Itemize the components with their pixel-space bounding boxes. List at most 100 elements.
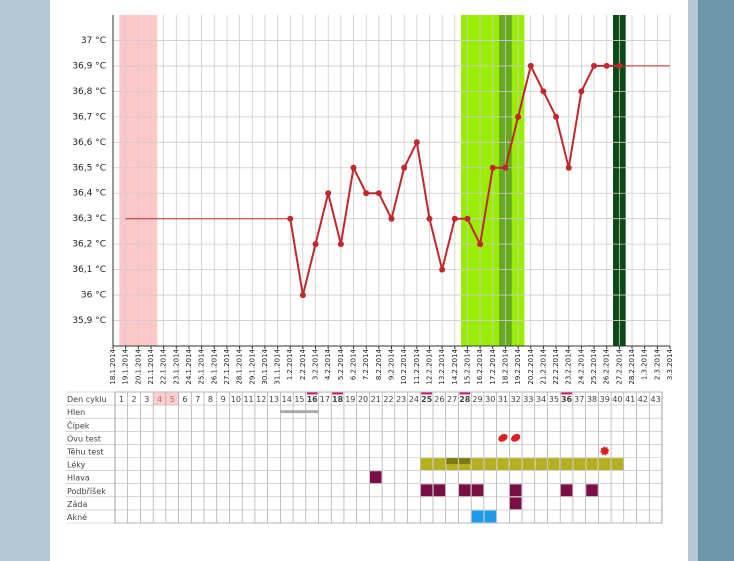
symptom-cell	[471, 484, 484, 497]
day-number: 17	[320, 395, 330, 404]
day-marker	[561, 392, 572, 395]
day-number: 35	[549, 395, 559, 404]
symptom-cell	[433, 458, 446, 470]
symptom-cell	[509, 484, 522, 497]
x-tick-label: 3.3.2014	[666, 348, 674, 380]
day-number: 20	[358, 395, 368, 404]
temperature-point	[426, 215, 433, 222]
temperature-point	[401, 164, 408, 171]
row-label: Ovu test	[67, 434, 101, 443]
row-label: Hlava	[67, 474, 90, 483]
day-number: 37	[574, 395, 584, 404]
x-tick-label: 11.2.2014	[413, 348, 421, 384]
day-number: 12	[256, 395, 266, 404]
x-tick-label: 3.2.2014	[312, 348, 320, 380]
day-marker	[332, 392, 343, 395]
day-number: 15	[294, 395, 304, 404]
x-tick-label: 4.2.2014	[324, 348, 332, 380]
symptom-cell	[522, 458, 535, 470]
temperature-point	[299, 292, 306, 299]
temperature-point	[439, 266, 446, 273]
x-tick-label: 27.2.2014	[615, 348, 623, 384]
row-label: Hlen	[67, 408, 85, 417]
x-tick-label: 23.1.2014	[172, 348, 180, 384]
day-number: 23	[396, 395, 406, 404]
x-tick-label: 31.1.2014	[274, 348, 282, 384]
day-marker	[306, 392, 318, 395]
symptom-cell	[420, 458, 433, 470]
day-number: 13	[269, 395, 279, 404]
day-number: 1	[119, 395, 124, 404]
temperature-point	[527, 62, 534, 69]
day-number: 8	[208, 395, 213, 404]
temperature-point	[477, 241, 484, 248]
day-number: 7	[195, 395, 200, 404]
test-icon	[498, 433, 508, 442]
y-tick-label: 36,5 °C	[72, 163, 106, 173]
y-tick-label: 36 °C	[81, 291, 106, 301]
day-number: 40	[612, 395, 622, 404]
x-tick-label: 7.2.2014	[362, 348, 370, 380]
x-tick-label: 25.1.2014	[198, 348, 206, 384]
x-tick-label: 23.2.2014	[565, 348, 573, 384]
temperature-point	[312, 241, 319, 248]
temperature-point	[502, 164, 509, 171]
x-tick-label: 20.2.2014	[527, 348, 535, 384]
day-number: 9	[221, 395, 226, 404]
symptom-cell	[598, 458, 611, 470]
day-number: 30	[485, 395, 495, 404]
day-number: 41	[625, 395, 635, 404]
day-number: 22	[383, 395, 393, 404]
temperature-point	[565, 164, 572, 171]
y-tick-label: 36,1 °C	[72, 265, 106, 275]
x-tick-label: 27.1.2014	[223, 348, 231, 384]
test-icon	[599, 445, 610, 457]
temperature-point	[578, 88, 585, 95]
symptom-cell	[509, 458, 522, 470]
day-number: 26	[434, 395, 444, 404]
x-tick-label: 15.2.2014	[463, 348, 471, 384]
day-highlight	[153, 392, 166, 406]
day-number: 33	[523, 395, 533, 404]
day-number: 21	[371, 395, 381, 404]
x-tick-label: 14.2.2014	[451, 348, 459, 384]
symptom-cell	[420, 484, 433, 497]
side-bar	[698, 0, 734, 561]
symptom-cell	[471, 458, 484, 470]
day-number: 5	[170, 395, 175, 404]
day-number: 3	[144, 395, 149, 404]
row-label: Záda	[67, 500, 87, 509]
x-tick-label: 28.1.2014	[236, 348, 244, 384]
temperature-point	[451, 215, 458, 222]
symptom-cell	[509, 497, 522, 510]
temperature-point	[464, 215, 471, 222]
y-tick-label: 35,9 °C	[72, 316, 106, 326]
day-number: 31	[498, 395, 508, 404]
row-label: Léky	[67, 460, 86, 470]
temperature-point	[375, 190, 382, 197]
x-tick-label: 24.2.2014	[577, 348, 585, 384]
temperature-point	[603, 62, 610, 69]
day-highlight	[165, 392, 179, 406]
test-icon	[511, 433, 521, 442]
row-label: Podbříšek	[67, 486, 106, 496]
row-label: Čípek	[67, 419, 90, 430]
temperature-point	[363, 190, 370, 197]
symptom-bar	[280, 410, 294, 414]
day-number: 4	[157, 395, 162, 404]
x-tick-label: 8.2.2014	[375, 348, 383, 380]
symptom-accent	[459, 458, 471, 465]
day-number: 32	[511, 395, 521, 404]
row-label: Den cyklu	[67, 395, 107, 404]
temperature-point	[591, 62, 598, 69]
x-tick-label: 5.2.2014	[337, 348, 345, 380]
day-number: 16	[307, 395, 319, 404]
temperature-point	[489, 164, 496, 171]
y-tick-label: 36,4 °C	[72, 189, 106, 199]
x-tick-label: 21.1.2014	[147, 348, 155, 384]
y-tick-label: 36,9 °C	[72, 61, 106, 71]
y-tick-label: 36,8 °C	[72, 87, 106, 97]
day-number: 6	[182, 395, 187, 404]
x-tick-label: 1.2.2014	[286, 348, 294, 380]
